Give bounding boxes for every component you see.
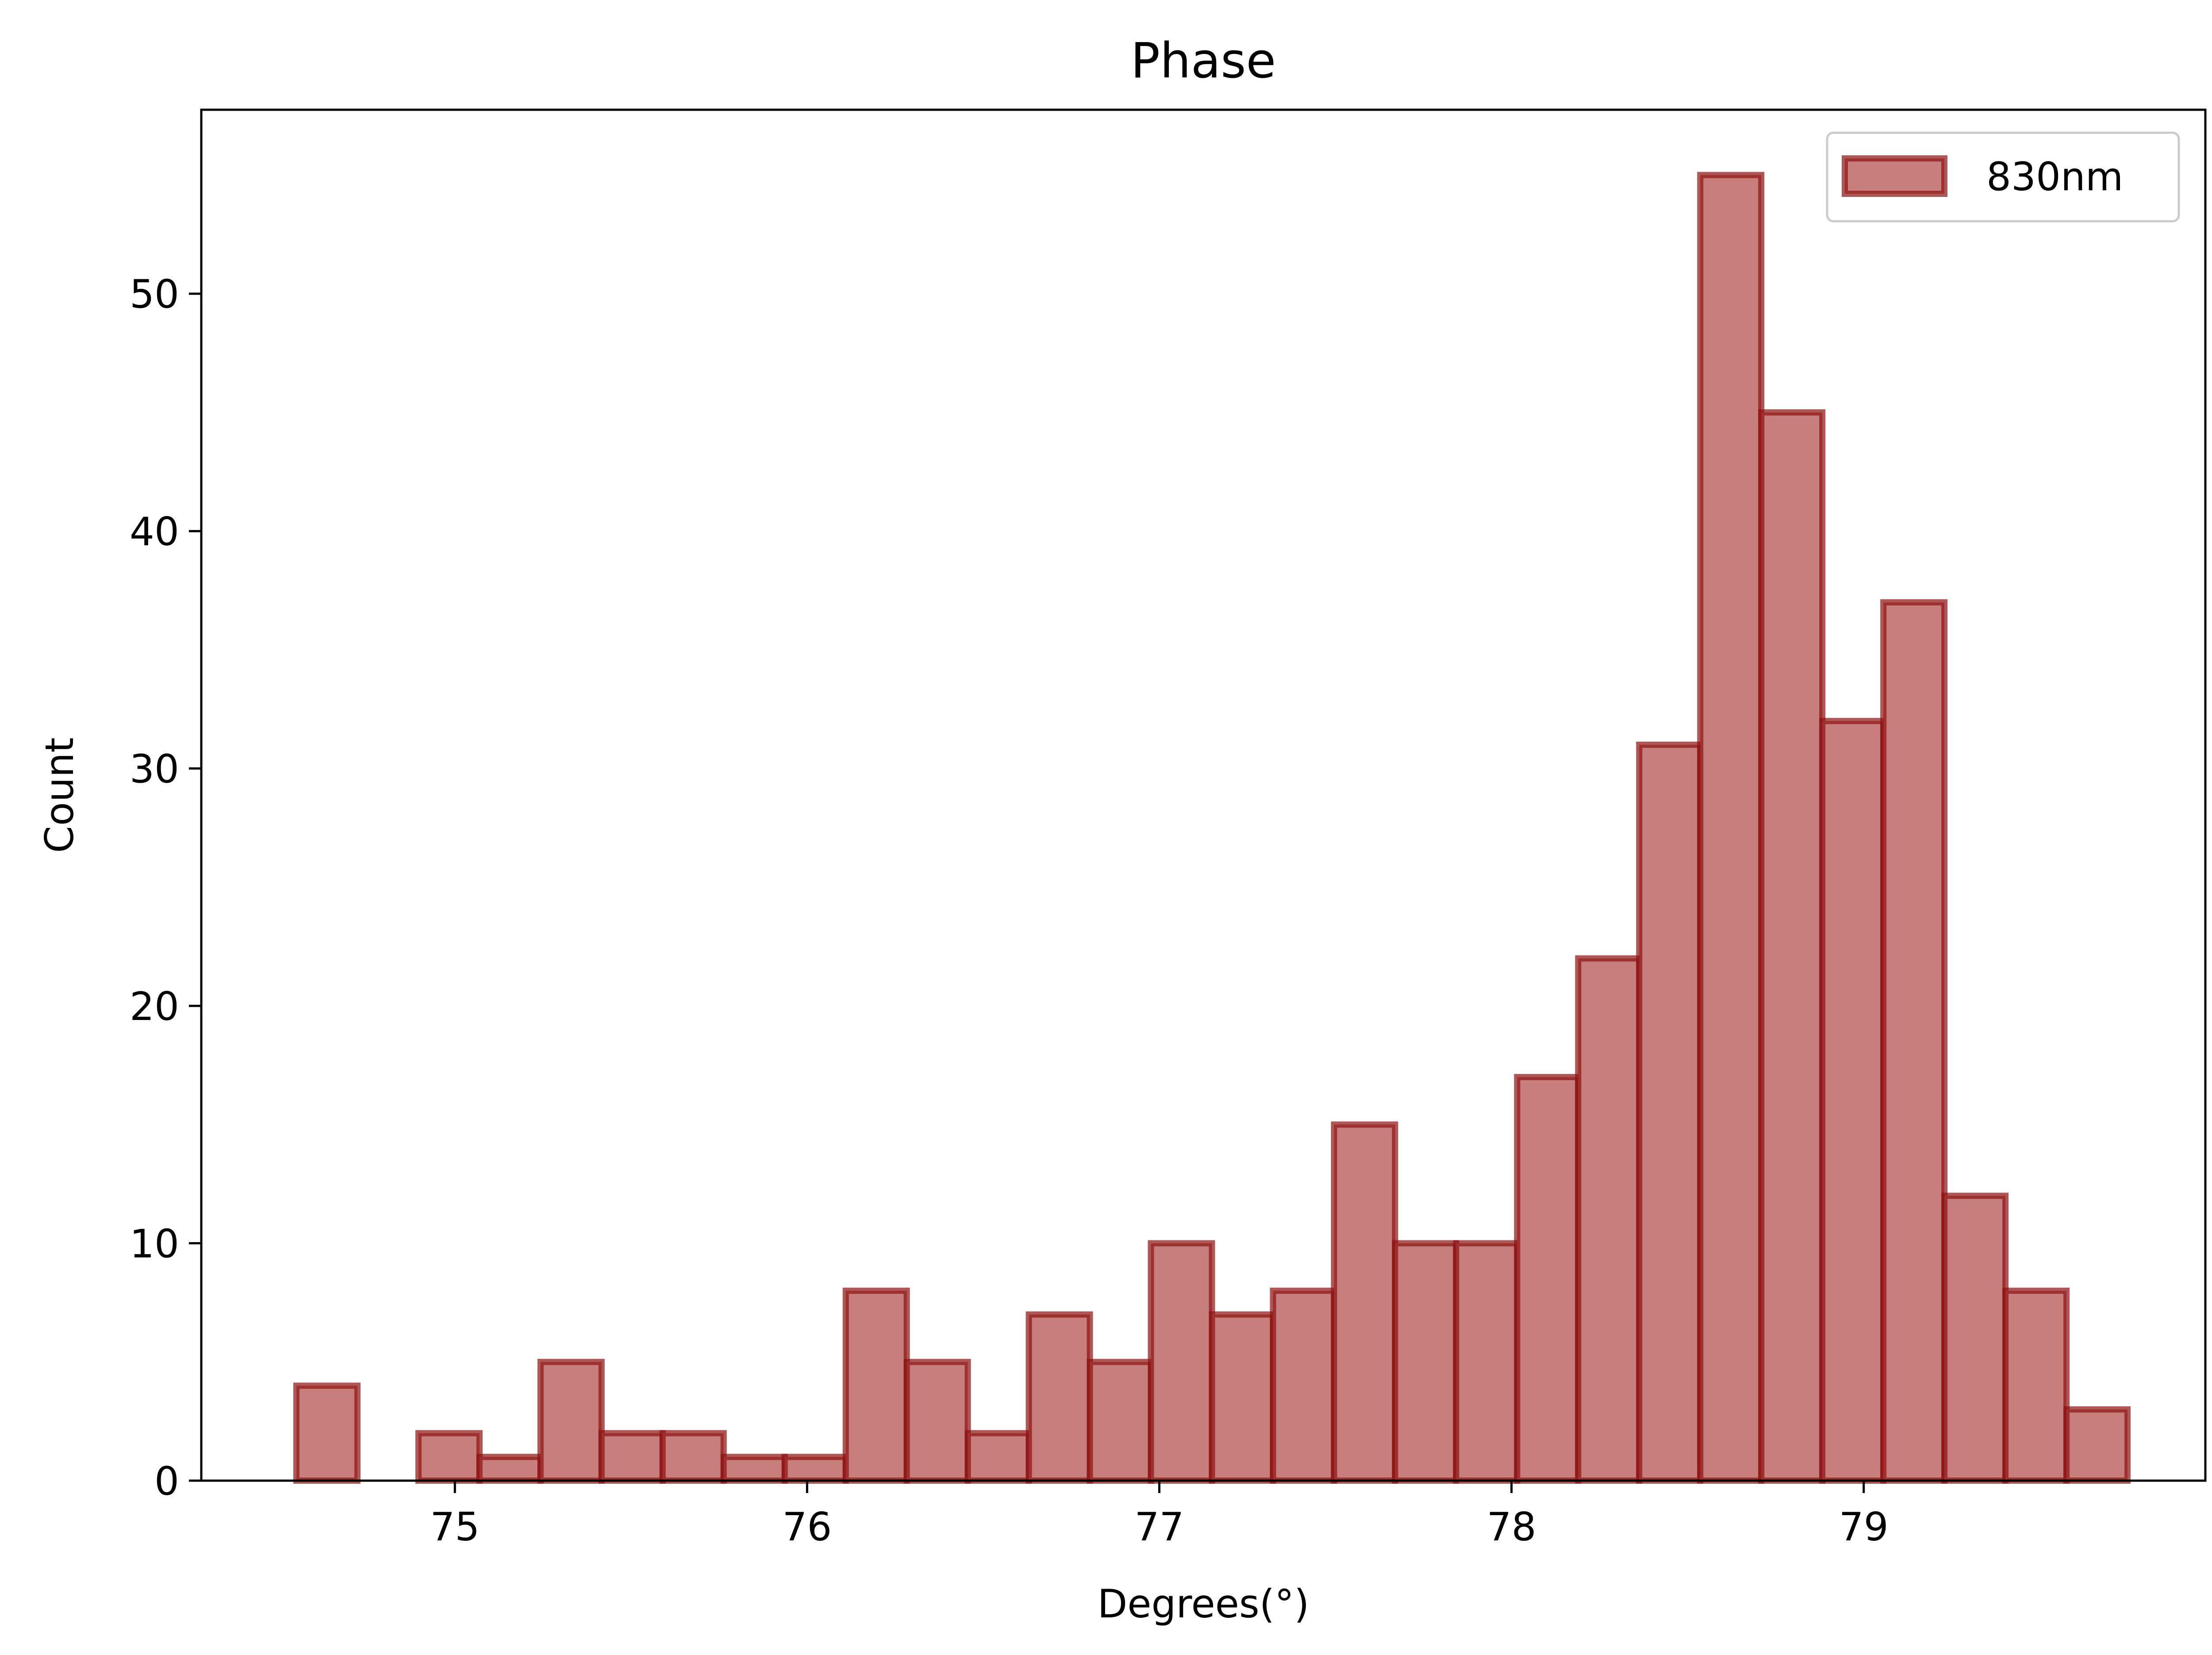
x-tick-label: 75	[430, 1504, 480, 1550]
legend-label: 830nm	[1986, 154, 2123, 200]
y-tick-label: 20	[130, 984, 179, 1029]
histogram-bar	[1575, 955, 1643, 1484]
histogram-bar	[2002, 1287, 2070, 1484]
y-tick-label: 40	[130, 509, 179, 554]
plot-frame	[200, 108, 2207, 1482]
legend-box	[1826, 131, 2180, 223]
histogram-bar	[964, 1430, 1032, 1484]
histogram-bar	[1148, 1240, 1215, 1484]
histogram-bar	[1880, 599, 1948, 1484]
histogram-bar	[1087, 1359, 1154, 1484]
histogram-bar	[781, 1454, 849, 1484]
histogram-bar	[2063, 1406, 2131, 1484]
bars-group	[293, 172, 2131, 1484]
histogram-bar	[1209, 1311, 1276, 1484]
histogram-bar	[476, 1454, 544, 1484]
histogram-bar	[415, 1430, 483, 1484]
histogram-bar	[1392, 1240, 1459, 1484]
x-axis-label: Degrees(°)	[1098, 1581, 1310, 1627]
histogram-bar	[659, 1430, 727, 1484]
y-axis-label: Count	[37, 737, 82, 853]
histogram-bar	[842, 1287, 910, 1484]
histogram-bar	[598, 1430, 666, 1484]
x-tick-label: 76	[782, 1504, 832, 1550]
x-axis-ticks: 75 76 77 78 79	[430, 1481, 1889, 1550]
chart-title: Phase	[1131, 32, 1276, 89]
x-tick-label: 79	[1839, 1504, 1889, 1550]
histogram-bar	[293, 1382, 361, 1484]
histogram-bar	[1270, 1287, 1337, 1484]
histogram-bar	[537, 1359, 605, 1484]
histogram-bar	[1758, 409, 1826, 1484]
histogram-bar	[1636, 742, 1704, 1484]
y-tick-label: 30	[130, 747, 179, 792]
legend: 830nm	[1826, 131, 2180, 223]
histogram-bar	[1514, 1074, 1582, 1484]
y-tick-label: 50	[130, 272, 179, 317]
histogram-bar	[720, 1454, 788, 1484]
histogram-bar	[1941, 1193, 2009, 1484]
legend-swatch	[1842, 155, 1947, 197]
y-axis-ticks: 0 10 20 30 40 50	[130, 272, 201, 1504]
x-tick-label: 78	[1487, 1504, 1536, 1550]
histogram-bar	[1697, 172, 1765, 1484]
histogram-bar	[1025, 1311, 1093, 1484]
x-tick-label: 77	[1134, 1504, 1184, 1550]
histogram-bar	[903, 1359, 971, 1484]
y-tick-label: 0	[154, 1459, 179, 1504]
histogram-bar	[1331, 1121, 1398, 1484]
y-tick-label: 10	[130, 1221, 179, 1267]
histogram-bar	[1819, 718, 1887, 1484]
histogram-bar	[1453, 1240, 1521, 1484]
